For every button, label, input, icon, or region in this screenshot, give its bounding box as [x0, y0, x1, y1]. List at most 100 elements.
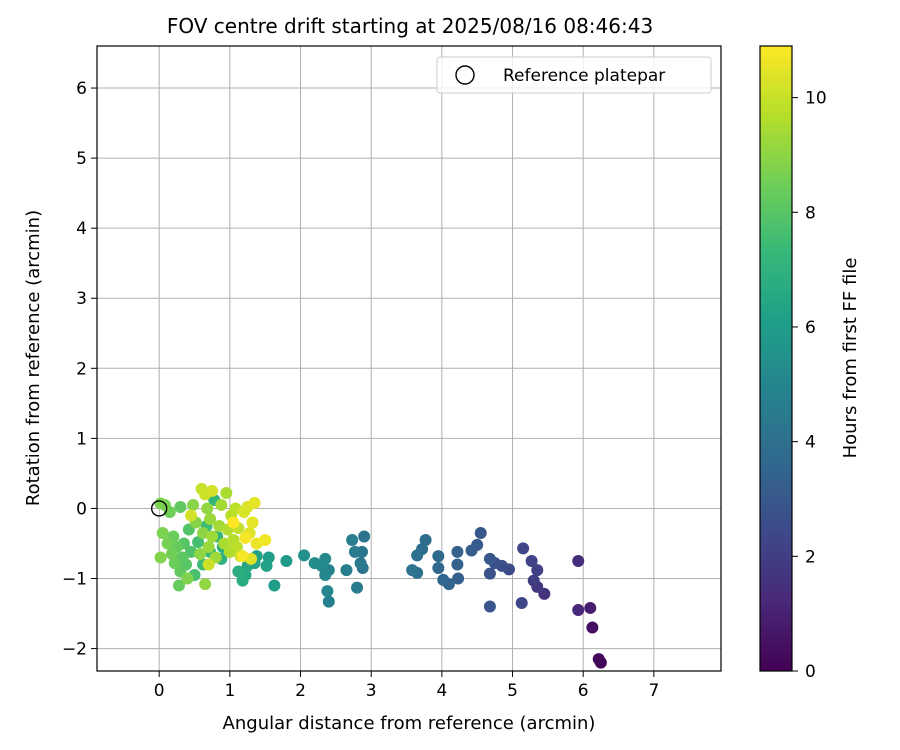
scatter-point [406, 564, 419, 577]
scatter-point [419, 533, 432, 546]
scatter-point [527, 574, 540, 587]
scatter-point [451, 558, 464, 571]
scatter-point [483, 567, 496, 580]
colorbar: 0 2 4 6 8 10 Hours from first FF file [759, 45, 861, 682]
x-tick-label: 1 [224, 681, 235, 701]
scatter-point [432, 562, 445, 575]
x-tick-label: 0 [154, 681, 165, 701]
x-axis-ticks: 0 1 2 3 4 5 6 7 [154, 671, 659, 701]
y-tick-label: 4 [76, 219, 87, 239]
scatter-point [168, 557, 181, 570]
x-tick-label: 3 [366, 681, 377, 701]
scatter-point [230, 540, 243, 553]
scatter-point [246, 516, 259, 529]
y-tick-label: 6 [76, 79, 87, 99]
scatter-point [202, 540, 215, 553]
scatter-point [248, 496, 261, 509]
scatter-point [465, 544, 478, 557]
scatter-point [181, 572, 194, 585]
scatter-point [259, 533, 272, 546]
scatter-point [451, 545, 464, 558]
x-tick-label: 6 [578, 681, 589, 701]
scatter-point [483, 552, 496, 565]
scatter-point [483, 600, 496, 613]
scatter-point [348, 545, 361, 558]
x-tick-label: 5 [507, 681, 518, 701]
reference-platepar-marker [150, 500, 168, 517]
scatter-point [308, 557, 321, 570]
legend-box [436, 56, 712, 94]
scatter-point [154, 551, 167, 564]
colorbar-tick-label: 2 [805, 547, 816, 567]
colorbar-tick-label: 0 [805, 662, 816, 682]
scatter-point [194, 547, 207, 560]
scatter-point [184, 509, 197, 522]
scatter-point [156, 526, 169, 539]
y-tick-label: 1 [76, 429, 87, 449]
scatter-point [268, 579, 281, 592]
scatter-point [172, 579, 185, 592]
plot-frame [96, 45, 722, 672]
scatter-point [220, 487, 233, 500]
y-axis-ticks: −2 −1 0 1 2 3 4 5 6 [62, 79, 97, 660]
chart-title: FOV centre drift starting at 2025/08/16 … [167, 14, 653, 38]
scatter-point [411, 549, 424, 562]
y-gridlines [97, 87, 721, 650]
scatter-point [586, 621, 599, 634]
scatter-point [218, 537, 231, 550]
scatter-point [358, 530, 371, 543]
scatter-point [202, 558, 215, 571]
x-tick-label: 2 [295, 681, 306, 701]
scatter-point [232, 565, 245, 578]
scatter-point [346, 533, 359, 546]
x-gridlines [158, 46, 655, 671]
colorbar-gradient [760, 46, 792, 671]
scatter-point [322, 595, 335, 608]
scatter-point [206, 530, 219, 543]
scatter-point [204, 512, 217, 525]
scatter-point [340, 564, 353, 577]
colorbar-ticks: 0 2 4 6 8 10 [792, 89, 827, 682]
colorbar-frame [759, 45, 793, 672]
scatter-point [192, 536, 205, 549]
scatter-point [174, 501, 187, 514]
scatter-point [236, 574, 249, 587]
legend-label: Reference platepar [503, 66, 665, 86]
scatter-point [525, 554, 538, 567]
scatter-point [215, 498, 228, 511]
y-axis-label: Rotation from reference (arcmin) [23, 210, 44, 506]
x-tick-label: 4 [436, 681, 447, 701]
colorbar-label: Hours from first FF file [840, 258, 861, 459]
y-tick-label: −2 [62, 640, 87, 660]
scatter-point [298, 549, 311, 562]
scatter-point [187, 498, 200, 511]
y-tick-label: 0 [76, 499, 87, 519]
legend-marker [455, 65, 475, 85]
scatter-point [161, 537, 174, 550]
scatter-point [452, 572, 465, 585]
legend: Reference platepar [436, 56, 712, 94]
y-tick-label: 2 [76, 359, 87, 379]
scatter-point [184, 545, 197, 558]
scatter-point [531, 564, 544, 577]
scatter-point [517, 542, 530, 555]
y-tick-label: −1 [62, 570, 87, 590]
scatter-point [197, 526, 210, 539]
scatter-point [260, 559, 273, 572]
colorbar-tick-label: 10 [805, 89, 827, 109]
scatter-point [165, 547, 178, 560]
x-tick-label: 7 [648, 681, 659, 701]
scatter-point [201, 502, 214, 515]
scatter-point [437, 573, 450, 586]
scatter-point [280, 554, 293, 567]
scatter-point [319, 569, 332, 582]
y-tick-label: 3 [76, 289, 87, 309]
scatter-point [236, 550, 249, 563]
x-axis-label: Angular distance from reference (arcmin) [223, 713, 596, 734]
plot-area [96, 45, 722, 672]
scatter-point [354, 557, 367, 570]
scatter-points [154, 482, 607, 669]
scatter-point [572, 554, 585, 567]
colorbar-tick-label: 8 [805, 203, 816, 223]
